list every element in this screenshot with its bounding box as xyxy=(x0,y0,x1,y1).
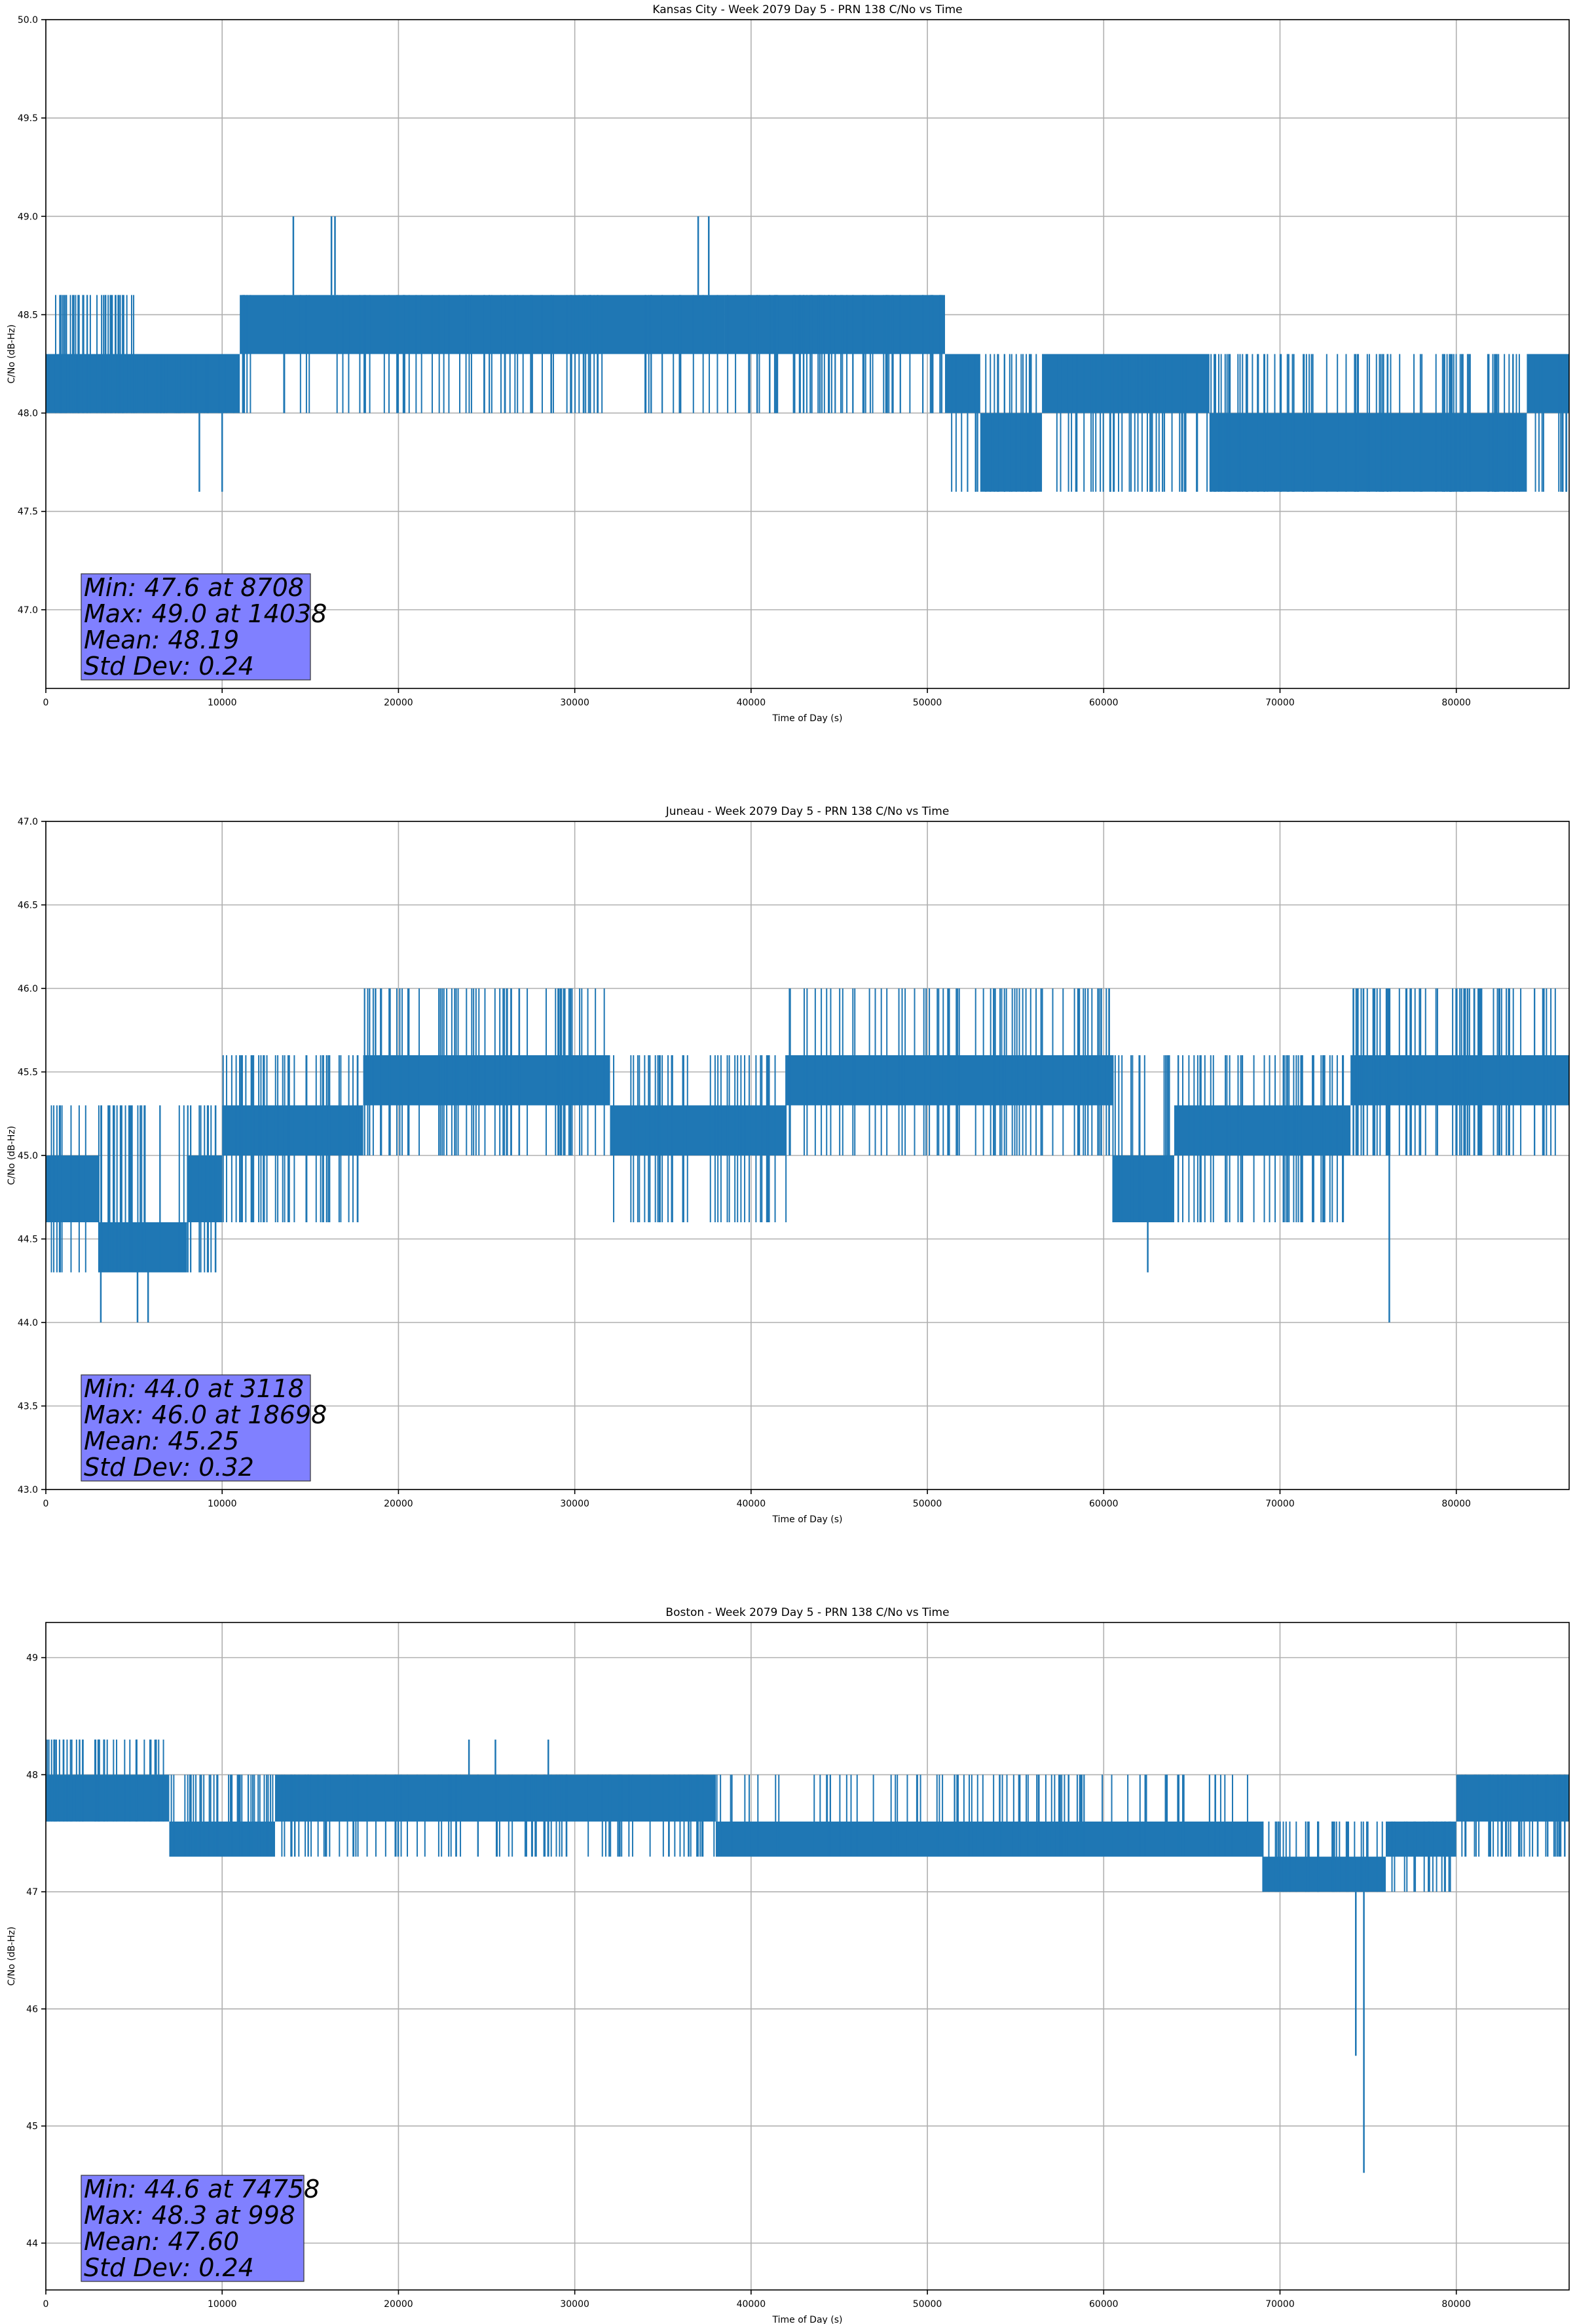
data-band xyxy=(1209,413,1527,492)
stats-line: Min: 44.6 at 74758 xyxy=(84,2175,320,2203)
x-tick-label: 20000 xyxy=(384,2299,413,2310)
x-tick-label: 0 xyxy=(43,1499,49,1509)
y-tick-label: 49.0 xyxy=(18,212,38,222)
x-tick-label: 60000 xyxy=(1089,2299,1119,2310)
y-tick-label: 47.0 xyxy=(18,817,38,827)
stats-line: Max: 46.0 at 18698 xyxy=(84,1400,327,1429)
stats-line: Min: 44.0 at 3118 xyxy=(84,1374,304,1403)
y-tick-label: 43.0 xyxy=(18,1485,38,1495)
axes-frame xyxy=(45,1622,1570,2291)
series-cno xyxy=(46,216,1569,492)
x-tick-label: 10000 xyxy=(208,1499,237,1509)
x-tick-label: 80000 xyxy=(1441,698,1471,708)
chart-title: Kansas City - Week 2079 Day 5 - PRN 138 … xyxy=(652,3,962,16)
y-axis-label: C/No (dB-Hz) xyxy=(7,324,17,383)
data-band xyxy=(46,1155,99,1222)
stats-box xyxy=(81,573,311,681)
y-tick-label: 49 xyxy=(26,1653,38,1664)
data-band xyxy=(46,354,240,413)
data-band xyxy=(716,1821,1263,1857)
x-tick-label: 40000 xyxy=(737,1499,766,1509)
x-tick-label: 70000 xyxy=(1265,2299,1295,2310)
stats-box xyxy=(81,2175,305,2282)
stats-line: Std Dev: 0.24 xyxy=(84,2253,254,2282)
x-tick-label: 50000 xyxy=(913,2299,942,2310)
y-tick-label: 45.5 xyxy=(18,1068,38,1078)
y-axis-label: C/No (dB-Hz) xyxy=(7,1926,17,1985)
chart-title: Juneau - Week 2079 Day 5 - PRN 138 C/No … xyxy=(665,805,950,818)
stats-line: Mean: 48.19 xyxy=(84,626,239,654)
data-band xyxy=(274,1774,716,1822)
chart-panel: 0 10000 20000 30000 40000 50000 60000 70000 8000… xyxy=(7,1606,1570,2324)
x-axis-label: Time of Day (s) xyxy=(772,1514,843,1525)
x-tick-label: 70000 xyxy=(1265,698,1295,708)
y-tick-label: 47.5 xyxy=(18,507,38,517)
x-tick-label: 30000 xyxy=(560,698,589,708)
x-tick-label: 80000 xyxy=(1441,2299,1471,2310)
x-tick-label: 60000 xyxy=(1089,1499,1119,1509)
stats-box xyxy=(81,1374,311,1482)
x-tick-label: 80000 xyxy=(1441,1499,1471,1509)
y-tick-label: 46 xyxy=(26,2004,38,2015)
x-tick-label: 50000 xyxy=(913,698,942,708)
y-tick-label: 45 xyxy=(26,2122,38,2132)
x-tick-label: 30000 xyxy=(560,2299,589,2310)
stats-line: Std Dev: 0.32 xyxy=(84,1453,254,1482)
chart-panel: 0 10000 20000 30000 40000 50000 60000 70000 8000… xyxy=(7,3,1570,724)
x-axis-label: Time of Day (s) xyxy=(772,2315,843,2324)
stats-line: Mean: 47.60 xyxy=(84,2227,239,2256)
y-tick-label: 44 xyxy=(26,2238,38,2249)
x-tick-label: 10000 xyxy=(208,2299,237,2310)
x-tick-label: 30000 xyxy=(560,1499,589,1509)
y-tick-label: 43.5 xyxy=(18,1402,38,1412)
x-tick-label: 40000 xyxy=(737,2299,766,2310)
x-tick-label: 20000 xyxy=(384,1499,413,1509)
x-tick-label: 70000 xyxy=(1265,1499,1295,1509)
x-axis-label: Time of Day (s) xyxy=(772,713,843,724)
y-tick-label: 48.5 xyxy=(18,310,38,320)
y-tick-label: 47 xyxy=(26,1887,38,1898)
y-tick-label: 50.0 xyxy=(18,15,38,26)
x-tick-label: 0 xyxy=(43,2299,49,2310)
x-tick-label: 40000 xyxy=(737,698,766,708)
y-tick-label: 49.5 xyxy=(18,113,38,124)
y-tick-label: 48 xyxy=(26,1770,38,1780)
chart-title: Boston - Week 2079 Day 5 - PRN 138 C/No … xyxy=(665,1606,949,1619)
data-band xyxy=(169,1821,275,1857)
stats-line: Std Dev: 0.24 xyxy=(84,652,254,681)
x-tick-label: 0 xyxy=(43,698,49,708)
y-tick-label: 48.0 xyxy=(18,409,38,419)
series-cno xyxy=(46,1739,1569,2173)
y-tick-label: 46.0 xyxy=(18,984,38,994)
data-band xyxy=(98,1222,187,1273)
x-tick-label: 50000 xyxy=(913,1499,942,1509)
y-tick-label: 46.5 xyxy=(18,901,38,911)
data-band xyxy=(240,295,725,354)
series-cno xyxy=(46,988,1569,1322)
data-band xyxy=(1456,1774,1569,1822)
axes-frame xyxy=(45,19,1570,689)
data-band xyxy=(944,354,980,413)
y-tick-label: 45.0 xyxy=(18,1151,38,1161)
stats-line: Max: 48.3 at 998 xyxy=(84,2201,295,2230)
chart-panel: 0 10000 20000 30000 40000 50000 60000 70000 8000… xyxy=(7,805,1570,1525)
stats-line: Max: 49.0 at 14038 xyxy=(84,599,327,628)
x-tick-label: 20000 xyxy=(384,698,413,708)
y-axis-label: C/No (dB-Hz) xyxy=(7,1126,17,1185)
y-tick-label: 44.5 xyxy=(18,1235,38,1245)
stats-line: Mean: 45.25 xyxy=(84,1427,239,1455)
data-band xyxy=(222,1105,363,1155)
x-tick-label: 10000 xyxy=(208,698,237,708)
y-tick-label: 47.0 xyxy=(18,605,38,616)
x-tick-label: 60000 xyxy=(1089,698,1119,708)
stats-line: Min: 47.6 at 8708 xyxy=(84,573,304,602)
y-tick-label: 44.0 xyxy=(18,1318,38,1328)
